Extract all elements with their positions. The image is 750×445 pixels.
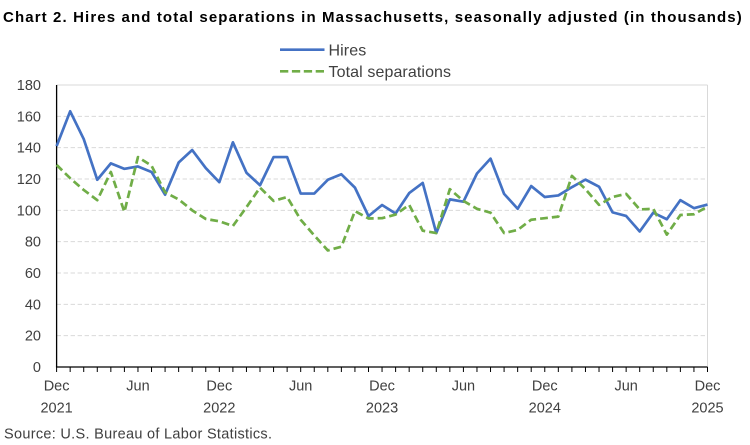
svg-text:180: 180: [17, 78, 41, 94]
svg-text:Dec: Dec: [44, 379, 70, 395]
svg-text:2022: 2022: [203, 401, 235, 417]
svg-text:Jun: Jun: [452, 379, 475, 395]
svg-text:100: 100: [17, 203, 41, 219]
svg-text:40: 40: [25, 297, 41, 313]
svg-text:2021: 2021: [40, 401, 72, 417]
svg-text:Jun: Jun: [289, 379, 312, 395]
svg-text:120: 120: [17, 172, 41, 188]
svg-text:2023: 2023: [366, 401, 398, 417]
svg-text:2024: 2024: [529, 401, 561, 417]
svg-text:160: 160: [17, 109, 41, 125]
svg-text:Source: U.S. Bureau of Labor S: Source: U.S. Bureau of Labor Statistics.: [4, 427, 272, 443]
svg-text:Hires: Hires: [329, 43, 367, 60]
svg-text:Chart 2. Hires and total separ: Chart 2. Hires and total separations in …: [3, 9, 743, 26]
svg-text:Jun: Jun: [126, 379, 149, 395]
svg-text:2025: 2025: [691, 401, 723, 417]
svg-text:0: 0: [33, 360, 41, 376]
svg-text:20: 20: [25, 329, 41, 345]
svg-text:80: 80: [25, 235, 41, 251]
svg-text:Dec: Dec: [206, 379, 232, 395]
svg-text:Dec: Dec: [695, 379, 721, 395]
svg-text:Dec: Dec: [532, 379, 558, 395]
svg-text:Jun: Jun: [614, 379, 637, 395]
svg-text:Dec: Dec: [369, 379, 395, 395]
svg-text:60: 60: [25, 266, 41, 282]
svg-text:140: 140: [17, 141, 41, 157]
svg-text:Total separations: Total separations: [329, 64, 452, 81]
